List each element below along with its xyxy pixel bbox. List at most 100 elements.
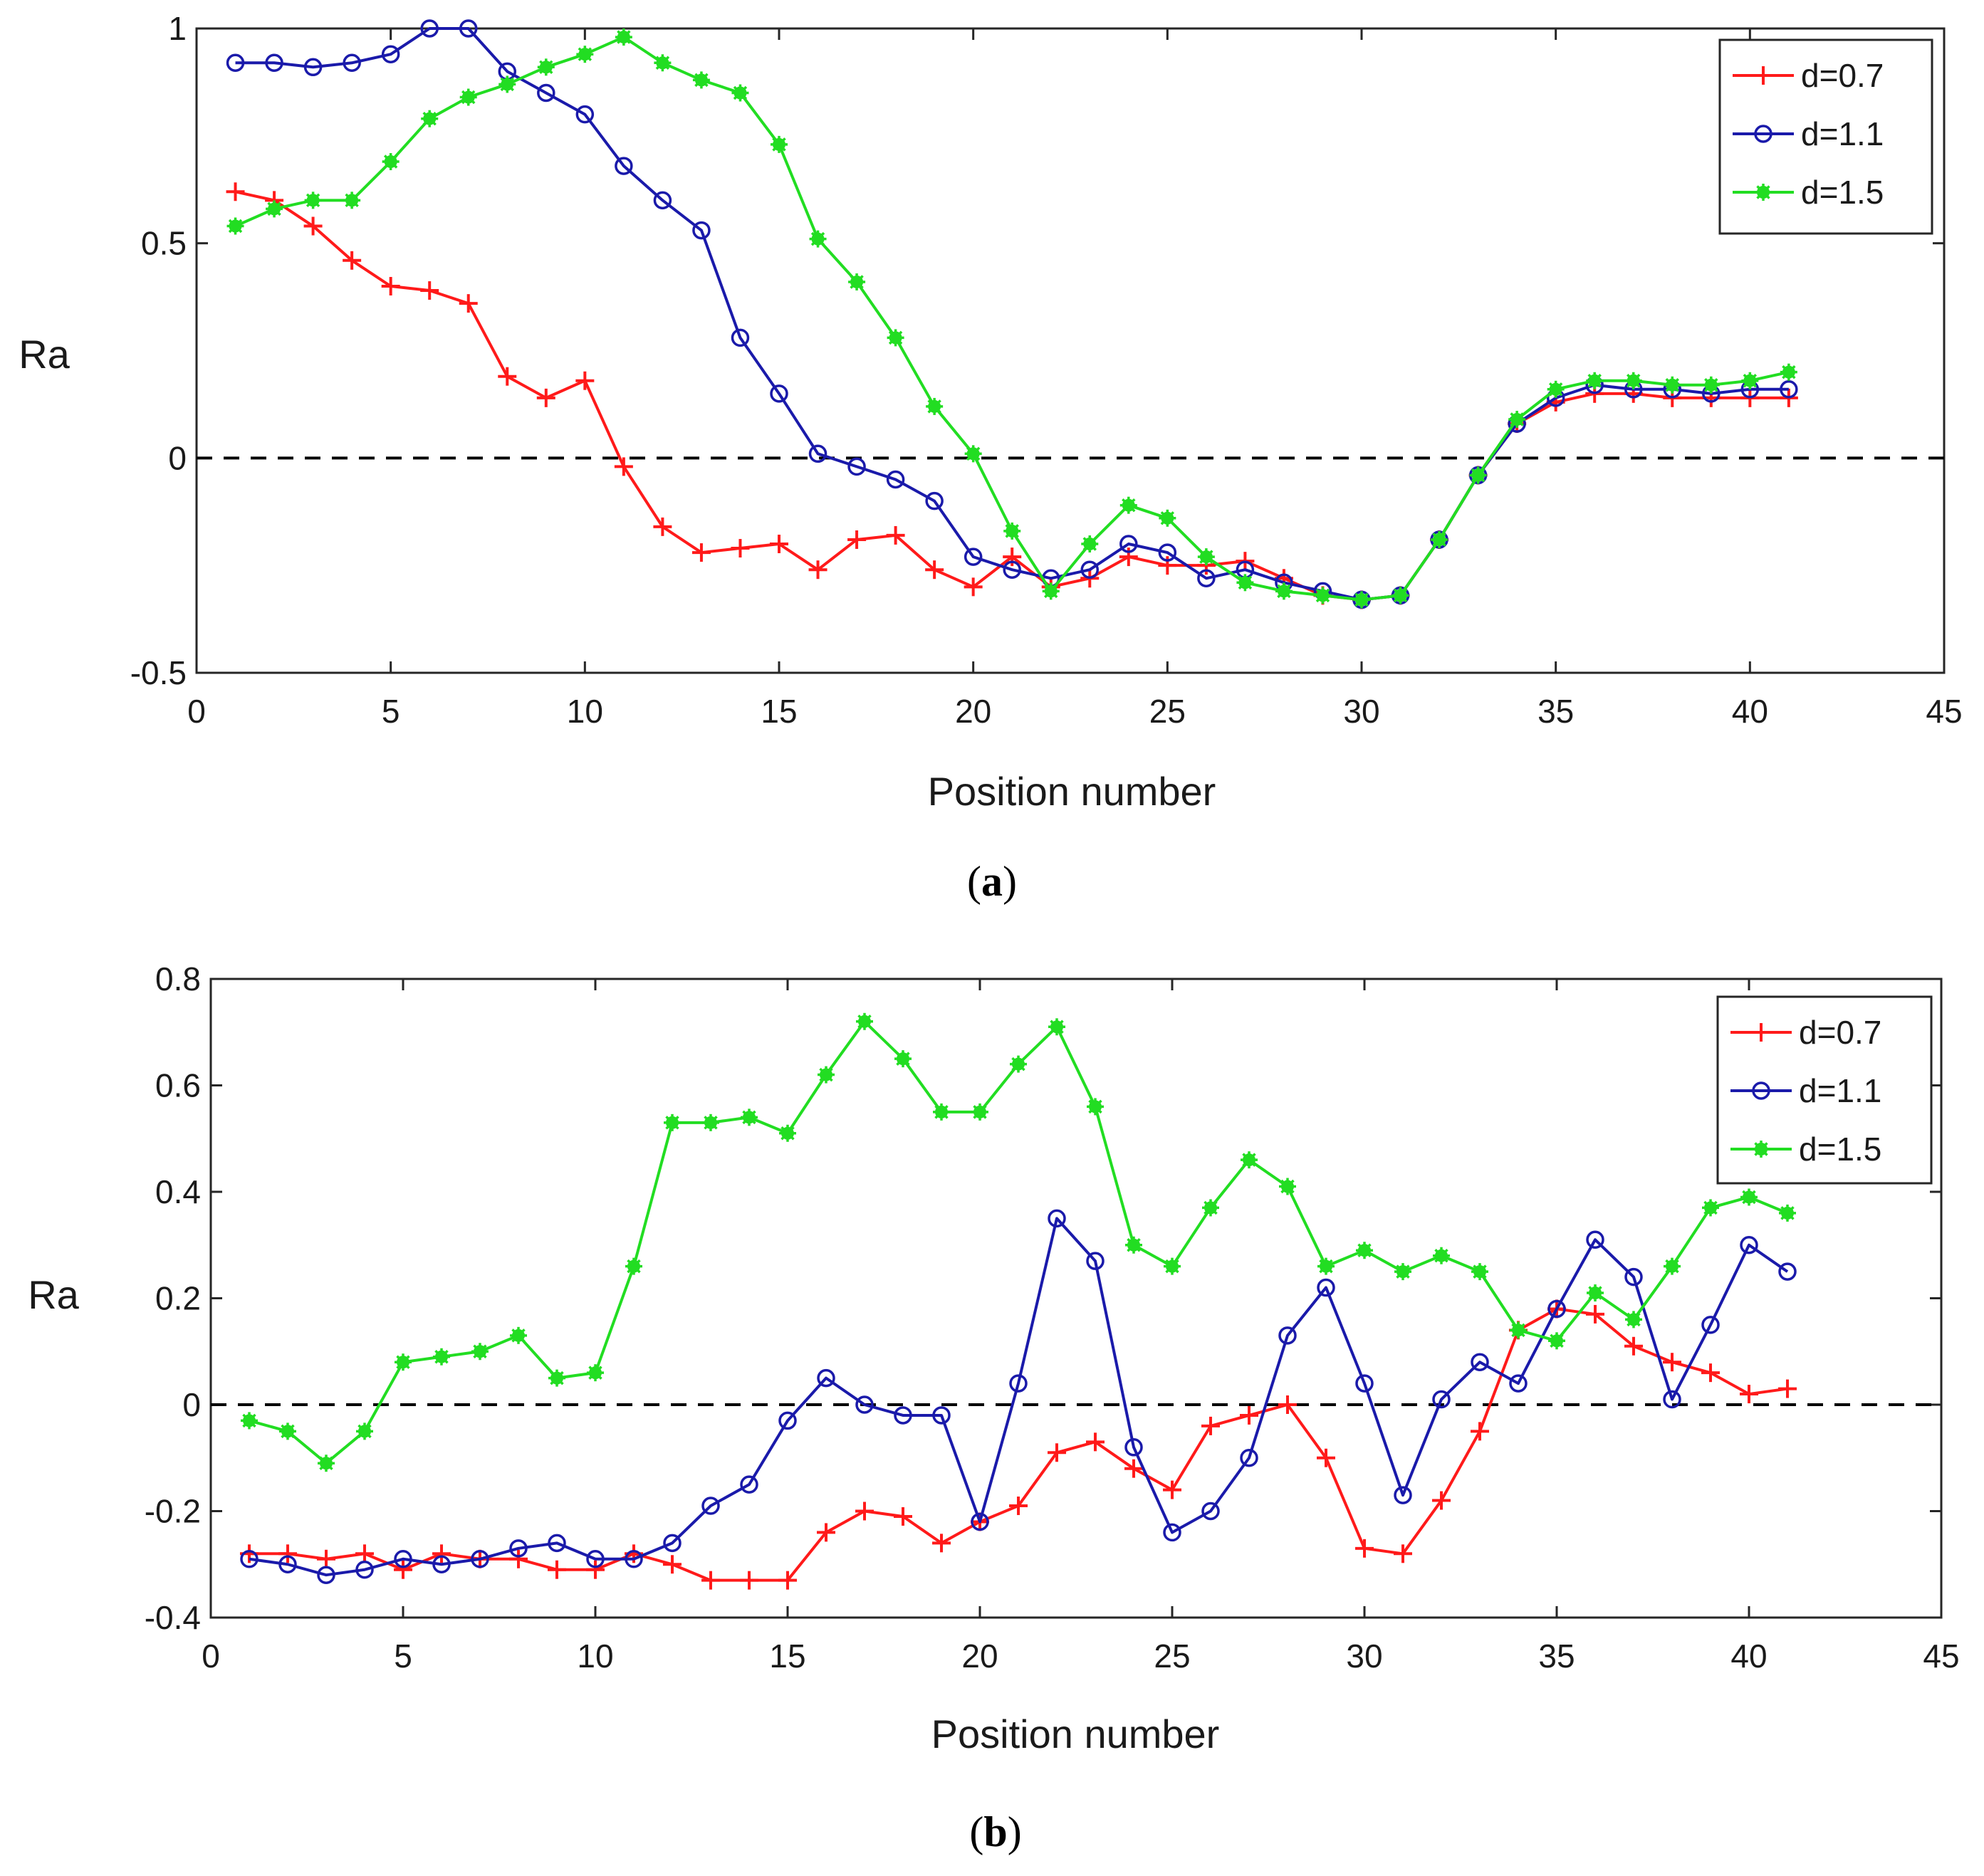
data-point-a-2-33 (1469, 466, 1487, 484)
plot-area-a: 0 5 10 15 20 25 30 35 40 45-0.500.51d=0.7d=1.1d=1… (130, 10, 1963, 730)
data-point-b-1-7 (471, 1550, 489, 1568)
legend-marker-b-0 (1752, 1023, 1770, 1042)
data-point-b-1-24 (1124, 1438, 1143, 1457)
data-point-b-2-31 (1394, 1263, 1411, 1281)
x-tick-label-b-45: 45 (1923, 1637, 1959, 1675)
data-point-a-1-18 (886, 470, 905, 489)
data-point-b-0-41 (1778, 1379, 1797, 1398)
data-point-b-1-21 (1009, 1374, 1028, 1393)
x-tick-label-a-30: 30 (1343, 693, 1379, 730)
data-point-a-0-18 (886, 525, 905, 545)
data-point-a-2-14 (731, 84, 749, 102)
data-point-b-1-1 (240, 1550, 259, 1568)
legend-marker-a-2 (1755, 184, 1772, 201)
data-point-a-0-7 (459, 294, 478, 313)
data-point-a-0-9 (536, 388, 555, 407)
data-point-b-2-2 (279, 1422, 296, 1440)
data-point-a-2-35 (1547, 380, 1565, 398)
data-point-a-1-10 (575, 105, 595, 124)
axes-frame-a (195, 27, 1946, 674)
data-point-b-2-1 (241, 1412, 258, 1430)
y-tick-label-b-5: 0.6 (155, 1067, 201, 1104)
data-point-b-1-19 (932, 1406, 951, 1425)
data-point-a-1-16 (808, 444, 827, 463)
data-point-a-2-9 (537, 58, 555, 76)
data-point-b-0-32 (1432, 1491, 1451, 1510)
data-point-b-0-6 (432, 1544, 451, 1563)
x-tick-label-b-0: 0 (202, 1637, 220, 1675)
x-axis-label-a: Position number (928, 769, 1216, 814)
data-point-a-2-11 (615, 28, 632, 46)
data-point-a-2-4 (343, 192, 361, 209)
x-tick-label-b-40: 40 (1730, 1637, 1767, 1675)
x-tick-label-a-40: 40 (1732, 693, 1768, 730)
data-point-a-0-13 (691, 543, 711, 562)
data-point-b-0-29 (1317, 1448, 1335, 1467)
data-point-b-0-30 (1355, 1539, 1374, 1558)
legend-label-b-1: d=1.1 (1799, 1072, 1881, 1109)
data-point-b-0-25 (1163, 1480, 1181, 1499)
data-point-b-1-4 (355, 1560, 374, 1579)
y-tick-label-a-1: 0 (168, 439, 187, 476)
data-point-a-2-23 (1081, 535, 1099, 552)
data-point-b-2-7 (471, 1343, 489, 1361)
data-point-b-0-40 (1740, 1385, 1758, 1404)
data-point-b-2-3 (318, 1455, 335, 1472)
data-point-b-2-32 (1433, 1247, 1450, 1264)
data-point-b-2-40 (1740, 1188, 1758, 1206)
legend-marker-a-0 (1754, 66, 1772, 85)
data-point-a-0-4 (343, 251, 362, 270)
data-point-b-0-8 (509, 1549, 528, 1568)
data-point-b-1-35 (1547, 1299, 1566, 1319)
data-point-b-1-8 (509, 1539, 528, 1558)
data-point-b-0-23 (1086, 1432, 1105, 1452)
data-point-a-1-41 (1780, 380, 1798, 399)
data-point-b-0-14 (740, 1571, 758, 1590)
data-point-b-2-15 (779, 1124, 796, 1142)
data-point-a-1-15 (770, 384, 788, 403)
data-point-a-0-1 (226, 182, 245, 201)
data-point-a-2-38 (1664, 376, 1681, 394)
data-point-b-1-12 (663, 1534, 682, 1553)
data-point-b-1-31 (1394, 1486, 1412, 1504)
panel-caption-b: (b) (969, 1808, 1021, 1855)
y-tick-label-b-0: -0.4 (145, 1599, 201, 1636)
y-tick-label-a-3: 1 (168, 10, 187, 47)
data-point-a-2-18 (887, 329, 904, 347)
legend-label-b-0: d=0.7 (1799, 1014, 1881, 1051)
x-axis-label-b: Position number (931, 1712, 1220, 1756)
data-point-b-0-39 (1701, 1363, 1720, 1383)
data-point-b-0-5 (394, 1560, 412, 1579)
data-point-b-1-30 (1355, 1374, 1374, 1393)
legend-marker-b-1 (1752, 1081, 1770, 1100)
data-point-b-0-17 (855, 1502, 874, 1521)
data-point-b-0-3 (317, 1549, 335, 1568)
data-point-b-2-33 (1471, 1263, 1488, 1281)
data-point-b-0-24 (1124, 1459, 1143, 1478)
data-point-b-2-39 (1702, 1199, 1719, 1217)
data-point-b-1-16 (817, 1368, 835, 1388)
data-point-b-1-25 (1163, 1523, 1181, 1542)
data-point-b-2-29 (1317, 1257, 1335, 1275)
data-point-b-2-6 (433, 1348, 450, 1366)
data-point-b-0-36 (1586, 1304, 1604, 1324)
data-point-a-2-31 (1392, 587, 1409, 604)
data-point-a-2-22 (1042, 582, 1060, 600)
data-point-b-2-41 (1779, 1204, 1796, 1222)
legend-label-a-1: d=1.1 (1801, 115, 1884, 152)
data-point-b-0-28 (1278, 1395, 1297, 1414)
data-point-a-2-20 (964, 445, 982, 463)
data-point-a-2-17 (848, 273, 866, 290)
data-point-a-1-21 (1003, 560, 1021, 579)
data-point-a-0-6 (420, 281, 439, 300)
data-point-a-2-6 (421, 110, 439, 127)
data-point-b-2-27 (1241, 1151, 1258, 1169)
data-point-b-1-22 (1048, 1209, 1066, 1228)
data-point-b-2-19 (933, 1103, 950, 1121)
data-point-b-0-37 (1624, 1336, 1643, 1356)
data-point-a-2-32 (1431, 530, 1448, 548)
data-point-b-1-10 (586, 1550, 605, 1568)
x-tick-label-a-10: 10 (567, 693, 603, 730)
data-point-a-1-14 (731, 328, 750, 347)
